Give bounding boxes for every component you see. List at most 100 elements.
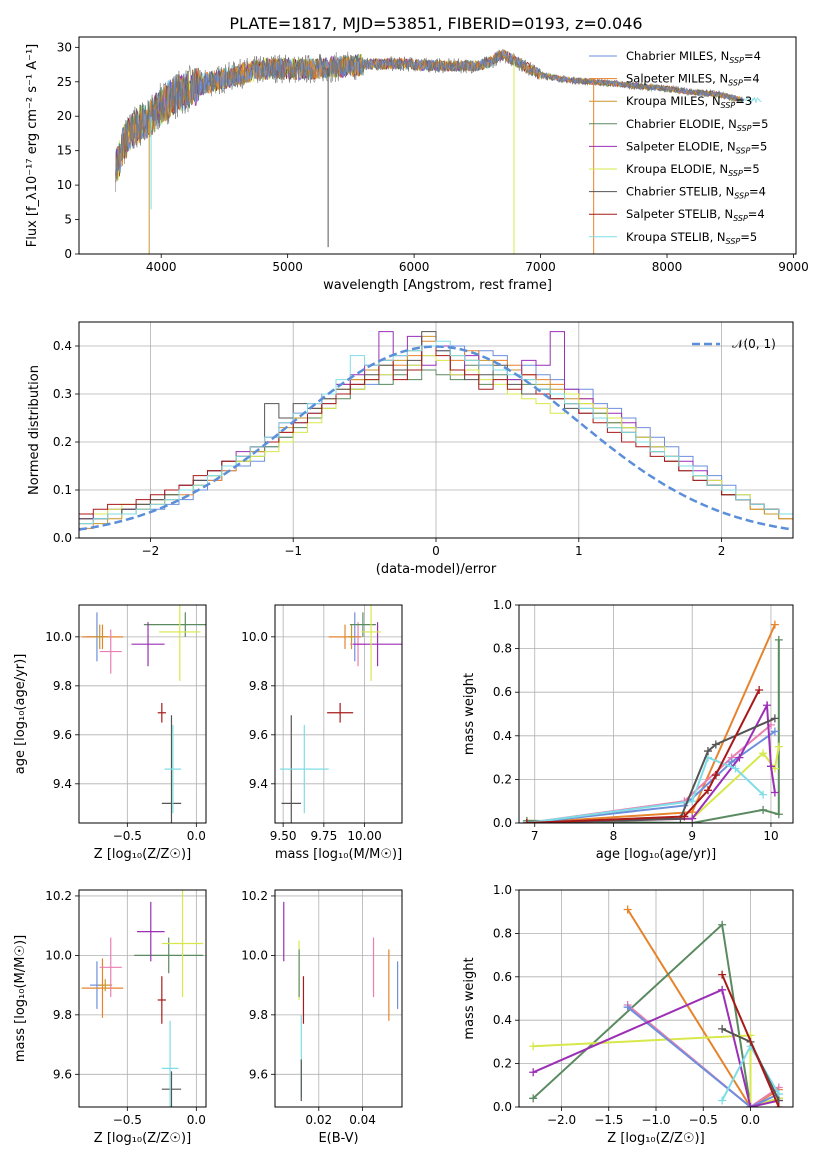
x-tick-label: 2: [718, 544, 726, 558]
y-axis-label: mass weight: [462, 957, 477, 1039]
y-axis-label: mass weight: [462, 673, 477, 755]
y-axis-label: Normed distribution: [27, 365, 42, 495]
gaussian-curve: [79, 345, 793, 531]
y-tick-label: 0.2: [493, 1057, 512, 1071]
weight-line-salpeter-elodie: [532, 988, 780, 1107]
y-tick-label: 9.8: [53, 1008, 72, 1022]
y-tick-label: 9.4: [249, 777, 268, 791]
histogram-kroupa-stelib: [79, 340, 793, 525]
weight-marker: [770, 727, 779, 736]
axes-frame: [518, 604, 794, 824]
errorbar-chabrier-stelib: [161, 715, 182, 823]
y-tick-label: 9.6: [249, 728, 268, 742]
x-tick-label: 4000: [146, 260, 177, 274]
x-tick-label: 1: [575, 544, 583, 558]
errorbar-salpeter-elodie: [136, 901, 165, 962]
x-axis-label: Z [log₁₀(Z/Z☉)]: [94, 847, 191, 862]
x-tick-label: 7000: [525, 260, 556, 274]
errorbar-extra_pink: [99, 937, 122, 998]
weight-marker: [718, 1096, 727, 1105]
errorbar-kroupa-miles: [98, 979, 113, 992]
x-tick-label: −0.5: [113, 1113, 142, 1127]
weight-marker: [766, 762, 775, 771]
weight-marker: [718, 920, 727, 929]
y-tick-label: 10.0: [45, 948, 72, 962]
y-tick-label: 0.8: [493, 642, 512, 656]
y-tick-label: 9.4: [53, 777, 72, 791]
weight-line-salpeter-stelib: [721, 974, 780, 1107]
weight-marker: [735, 753, 744, 762]
panel-spectrum: 4000 5000 6000 7000 8000 9000 0 5 10 15 20 25 30 wave…: [25, 36, 809, 293]
y-tick-label: 10.2: [45, 889, 72, 903]
y-tick-label: 9.8: [53, 679, 72, 693]
errorbar-extra_pink: [99, 629, 122, 674]
weight-marker: [623, 905, 632, 914]
x-tick-label: 0.0: [187, 1113, 206, 1127]
x-tick-label: 10: [763, 829, 778, 843]
weight-marker: [680, 812, 689, 821]
panel-mass_vs_EBV: 0.02 0.04 9.6 9.8 10.0 10.2 E(B-V): [241, 889, 403, 1146]
weight-marker: [759, 790, 768, 799]
weight-marker: [774, 635, 783, 644]
axes-frame: [78, 36, 797, 255]
x-tick-label: 9: [688, 829, 696, 843]
y-tick-label: 0.4: [493, 1013, 512, 1027]
x-tick-label: −1.5: [594, 1113, 623, 1127]
y-tick-label: 0: [64, 247, 72, 261]
weight-marker: [623, 1003, 632, 1012]
x-tick-label: 9000: [778, 260, 809, 274]
plot-area: [529, 905, 783, 1107]
weight-marker: [703, 747, 712, 756]
figure-title: PLATE=1817, MJD=53851, FIBERID=0193, z=0…: [229, 14, 642, 33]
axes-frame: [78, 604, 207, 824]
weight-marker: [774, 1103, 783, 1107]
axes-frame: [78, 889, 207, 1108]
y-tick-label: 9.6: [249, 1067, 268, 1081]
errorbar-kroupa-elodie: [361, 605, 381, 681]
weight-line-chabrier-miles: [526, 730, 776, 823]
errorbar-kroupa-elodie: [159, 605, 201, 681]
y-tick-label: 0.2: [493, 772, 512, 786]
legend-entry: Kroupa STELIB, NSSP=5: [626, 230, 757, 246]
errorbar-salpeter-stelib: [327, 702, 354, 723]
errorbar-salpeter-elodie: [131, 622, 165, 667]
spectrum-legend: Chabrier MILES, NSSP=4 Salpeter MILES, NS…: [589, 49, 768, 246]
y-tick-label: 10.0: [241, 948, 268, 962]
plot-area: [115, 49, 762, 254]
legend-entry: Chabrier MILES, NSSP=4: [626, 49, 761, 65]
plot-area: [279, 605, 402, 823]
legend-entry: Salpeter STELIB, NSSP=4: [626, 207, 765, 223]
x-axis-label: (data-model)/error: [376, 562, 497, 577]
errorbar-chabrier-stelib: [281, 715, 302, 823]
errorbar-kroupa-miles: [348, 624, 355, 650]
weight-marker: [774, 810, 783, 819]
y-tick-label: 20: [57, 109, 72, 123]
x-tick-label: −0.5: [113, 829, 142, 843]
panel-age_vs_Z: −0.5 0.0 9.4 9.6 9.8 10.0 Z [log₁₀(Z/Z☉)] age […: [13, 604, 207, 862]
x-tick-label: −1: [284, 544, 302, 558]
y-tick-label: 10.0: [241, 630, 268, 644]
x-tick-label: 9.50: [270, 829, 297, 843]
weight-marker: [718, 1024, 727, 1033]
y-tick-label: 9.8: [249, 1008, 268, 1022]
errorbar-salpeter-miles: [328, 624, 362, 650]
observed-spectrum-line: [115, 49, 743, 193]
weight-line-salpeter-miles: [626, 908, 780, 1107]
y-tick-label: 0.0: [53, 531, 72, 545]
panel-residuals: −2 −1 0 1 2 0.0 0.1 0.2 0.3 0.4 (data-model)/error…: [27, 321, 794, 577]
x-axis-label: mass [log₁₀(M/M☉)]: [275, 847, 402, 862]
errorbar-kroupa-stelib: [279, 725, 329, 814]
weight-marker: [763, 701, 772, 710]
weight-marker: [718, 985, 727, 994]
weight-marker: [688, 814, 697, 823]
y-axis-label: Flux [f_λ10⁻¹⁷ erg cm⁻² s⁻¹ A⁻¹]: [25, 44, 40, 248]
x-tick-label: 0.0: [187, 829, 206, 843]
legend-entry: 𝒩(0, 1): [732, 337, 776, 351]
x-tick-label: 5000: [272, 260, 303, 274]
y-tick-label: 9.6: [53, 1067, 72, 1081]
weight-marker: [755, 686, 764, 695]
panel-massweight_vs_Z: −2.0 −1.5 −1.0 −0.5 0.0 0.0 0.2 0.4 0.6 0.8 1.0 Z […: [462, 883, 794, 1146]
weight-marker: [731, 764, 740, 773]
errorbar-chabrier-stelib: [161, 1071, 182, 1107]
